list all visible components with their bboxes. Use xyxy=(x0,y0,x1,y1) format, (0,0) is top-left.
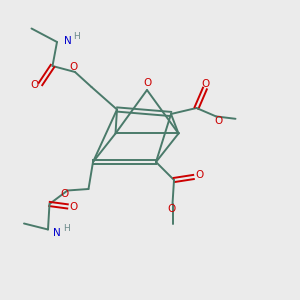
Text: O: O xyxy=(30,80,39,91)
Text: O: O xyxy=(202,79,210,89)
Text: O: O xyxy=(69,202,78,212)
Text: O: O xyxy=(195,170,204,181)
Text: H: H xyxy=(74,32,80,41)
Text: O: O xyxy=(214,116,223,126)
Text: O: O xyxy=(60,189,69,200)
Text: O: O xyxy=(143,77,152,88)
Text: O: O xyxy=(167,203,175,214)
Text: N: N xyxy=(64,36,71,46)
Text: H: H xyxy=(63,224,70,233)
Text: N: N xyxy=(53,228,61,238)
Text: O: O xyxy=(69,62,78,73)
